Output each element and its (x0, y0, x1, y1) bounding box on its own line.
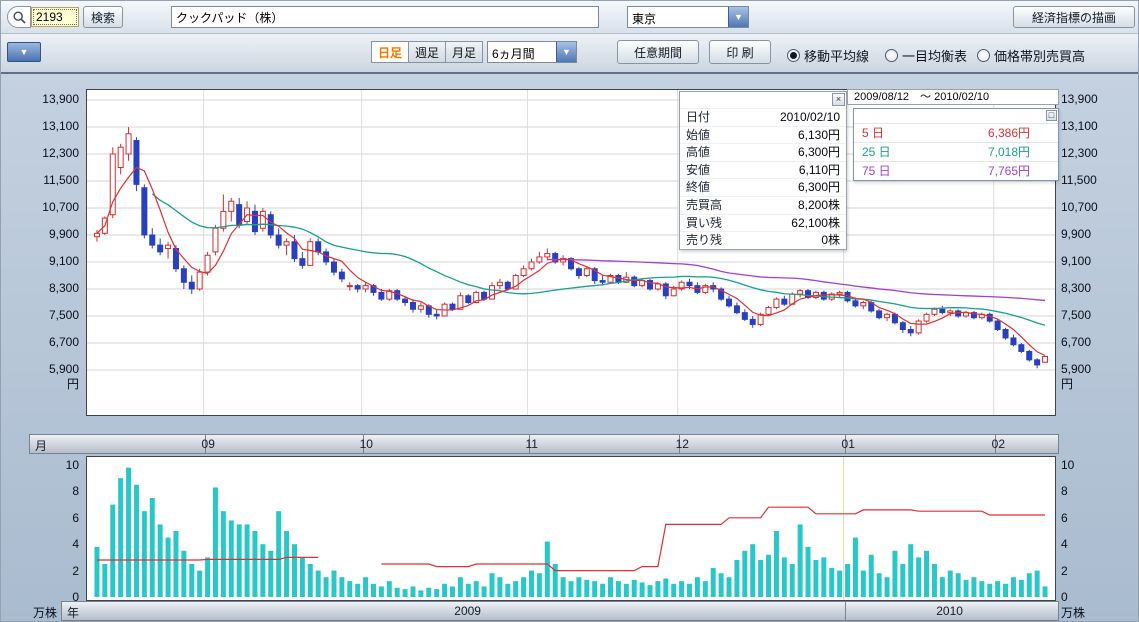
radio-icon (977, 49, 990, 62)
custom-period-button[interactable]: 任意期間 (617, 40, 699, 64)
radio-volume-by-price[interactable]: 価格帯別売買高 (977, 46, 1085, 65)
ma-line (96, 166, 1046, 357)
ma-legend-row: 5 日 6,386円 (854, 123, 1058, 142)
radio-label: 一目均衡表 (902, 49, 968, 64)
month-unit-label: 月 (35, 439, 48, 453)
volume-bars (94, 467, 1048, 597)
volume-unit-label: 万株 (1061, 606, 1086, 620)
economic-indicator-button[interactable]: 経済指標の描画 (1013, 6, 1135, 28)
tab-monthly[interactable]: 月足 (445, 41, 483, 63)
info-row: 売り残 0株 (680, 231, 846, 249)
ma-legend-panel: □ 5 日 6,386円 25 日 7,018円 75 日 7,765円 (853, 108, 1059, 181)
margin-balance-line (97, 506, 1045, 572)
year-axis-bar[interactable]: 年 2009 2010 (61, 601, 1059, 621)
info-row: 日付 2010/02/10 (680, 108, 846, 126)
volume-chart-plot[interactable] (86, 456, 1056, 601)
radio-label: 移動平均線 (804, 49, 870, 64)
info-row: 始値 6,130円 (680, 125, 846, 144)
radio-ichimoku[interactable]: 一目均衡表 (885, 46, 967, 65)
ma-line (151, 193, 1046, 326)
panel-dropdown-button[interactable]: ▼ (7, 42, 41, 62)
info-row: 安値 6,110円 (680, 160, 846, 179)
info-row: 買い残 62,100株 (680, 213, 846, 232)
price-axis-right: 13,900 13,100 12,300 11,500 10,700 9,900 9,100… (1061, 92, 1098, 376)
volume-axis-right: 10 8 6 4 2 0 (1061, 458, 1075, 604)
ma-legend-row: 75 日 7,765円 (854, 161, 1058, 180)
radio-icon (885, 49, 898, 62)
period-select[interactable]: 6ヵ月間 ▼ (487, 41, 577, 63)
info-panel-header: × (680, 92, 846, 108)
price-axis-left: 13,900 13,100 12,300 11,500 10,700 9,900 9,100… (42, 92, 79, 376)
chart-toolbar: ▼ 日足 週足 月足 6ヵ月間 ▼ 任意期間 印 刷 移動平均線 一目均衡表 価… (1, 34, 1138, 74)
radio-label: 価格帯別売買高 (994, 49, 1086, 64)
ma-legend-header: □ (854, 109, 1058, 123)
print-button[interactable]: 印 刷 (709, 40, 771, 64)
exchange-select[interactable]: 東京 ▼ (627, 6, 749, 28)
period-value: 6ヵ月間 (492, 47, 535, 61)
tab-weekly[interactable]: 週足 (408, 41, 446, 63)
radio-icon (787, 49, 800, 62)
exchange-value: 東京 (632, 12, 657, 26)
minimize-icon[interactable]: □ (1046, 110, 1057, 121)
candlesticks (93, 127, 1049, 369)
month-axis-bar[interactable]: 月 09 10 11 12 01 02 (29, 434, 1059, 454)
volume-unit-label: 万株 (32, 606, 57, 620)
info-row: 高値 6,300円 (680, 143, 846, 161)
info-row: 売買高 8,200株 (680, 195, 846, 214)
year-unit-label: 年 (67, 606, 80, 620)
radio-moving-average[interactable]: 移動平均線 (787, 46, 869, 65)
chevron-down-icon[interactable]: ▼ (728, 7, 748, 27)
price-unit-label: 円 (1061, 377, 1074, 391)
close-icon[interactable]: × (832, 93, 845, 106)
search-icon (7, 6, 31, 28)
ma-legend-row: 25 日 7,018円 (854, 142, 1058, 161)
date-range-label: 2009/08/12 ～ 2010/02/10 (847, 89, 1059, 105)
tab-daily[interactable]: 日足 (371, 41, 409, 63)
stock-name-input[interactable] (171, 6, 599, 28)
info-row: 終値 6,300円 (680, 178, 846, 196)
search-button[interactable]: 検索 (83, 6, 123, 28)
chevron-down-icon[interactable]: ▼ (556, 42, 576, 62)
volume-axis-left: 10 8 6 4 2 0 (65, 458, 79, 604)
price-unit-label: 円 (66, 377, 79, 391)
quote-info-panel: × 日付 2010/02/10 始値 6,130円 高値 6,300円 安値 6,110円 終値… (679, 91, 847, 250)
top-toolbar: 検索 東京 ▼ 経済指標の描画 (1, 1, 1138, 34)
stock-code-input[interactable] (31, 7, 79, 27)
ma-line (547, 258, 1046, 302)
volume-chart (94, 457, 1048, 600)
chevron-down-icon: ▼ (19, 47, 29, 57)
